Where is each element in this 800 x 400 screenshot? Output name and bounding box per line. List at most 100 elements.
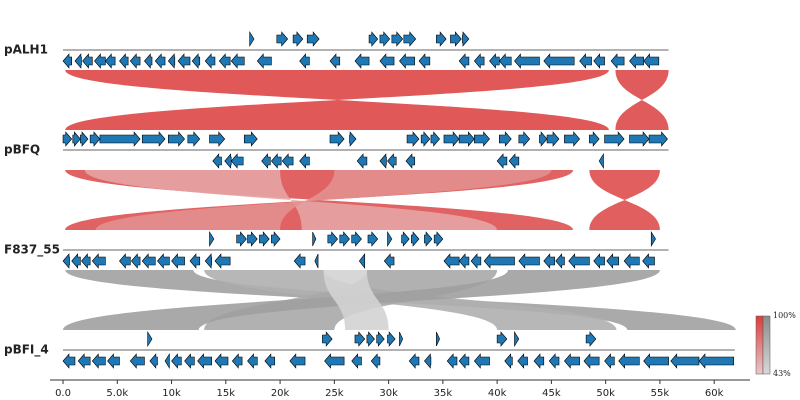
x-tick-label: 50k [596, 388, 615, 399]
gene [157, 253, 170, 269]
gene [177, 53, 191, 69]
gene [458, 353, 470, 369]
gene [433, 231, 444, 247]
gene [436, 31, 447, 47]
gene [401, 231, 410, 247]
gene [243, 131, 258, 147]
x-tick-label: 25k [325, 388, 344, 399]
gene [209, 230, 215, 248]
gene [292, 31, 304, 47]
gene [77, 353, 91, 369]
gene [446, 353, 458, 369]
gene [204, 53, 216, 69]
gene [204, 253, 213, 269]
gene [518, 131, 531, 147]
gene [473, 353, 490, 369]
gene [418, 53, 431, 69]
gene [504, 353, 513, 369]
gene [129, 53, 141, 69]
gene [405, 153, 415, 169]
gene [543, 53, 575, 69]
link [615, 70, 669, 130]
gene [585, 331, 597, 347]
gene [514, 53, 540, 69]
gene [249, 30, 255, 48]
gene [508, 153, 520, 169]
gene [130, 253, 141, 269]
gene [261, 153, 271, 169]
gene [71, 253, 81, 269]
gene [62, 131, 73, 147]
gene [80, 131, 89, 147]
gene [424, 231, 433, 247]
gene [643, 53, 660, 69]
gene [224, 153, 232, 169]
x-tick-label: 5.0k [106, 388, 128, 399]
gene [247, 231, 258, 247]
gene [236, 231, 247, 247]
gene [327, 231, 338, 247]
gene [496, 331, 508, 347]
gene [314, 253, 319, 269]
x-tick-label: 10k [162, 388, 181, 399]
colorbar-min-label: 43% [773, 369, 791, 378]
gene [230, 53, 245, 69]
gene [212, 153, 222, 169]
gene [436, 331, 440, 347]
gene [370, 353, 381, 369]
gene [62, 353, 76, 369]
gene [99, 131, 141, 147]
gene [496, 153, 508, 169]
gene [214, 253, 231, 269]
colorbar [762, 315, 771, 375]
gene [72, 131, 81, 147]
gene [474, 131, 490, 147]
track-label: pBFI_4 [4, 343, 49, 358]
gene [383, 253, 395, 269]
gene [593, 253, 605, 269]
gene [403, 31, 417, 47]
x-tick-label: 35k [434, 388, 453, 399]
gene [358, 253, 366, 269]
gene [91, 353, 106, 369]
link [323, 270, 389, 330]
gene [141, 131, 166, 147]
gene [293, 253, 306, 269]
gene [191, 53, 201, 69]
colorbar-max-label: 100% [773, 311, 796, 320]
gene [610, 53, 625, 69]
gene [259, 231, 270, 247]
gene [119, 53, 129, 69]
gene [209, 131, 226, 147]
gene [555, 253, 565, 269]
link [65, 70, 609, 130]
colorbar [755, 315, 764, 375]
gene [270, 153, 282, 169]
gene [256, 53, 272, 69]
gene [443, 253, 460, 269]
gene [89, 131, 101, 147]
gene [189, 253, 201, 269]
gene [376, 331, 385, 347]
gene [533, 353, 545, 369]
gene [489, 53, 500, 69]
gene [366, 331, 375, 347]
gene [470, 253, 482, 269]
gene [62, 53, 73, 69]
gene [329, 131, 345, 147]
gene [171, 353, 182, 369]
gene [473, 53, 485, 69]
gene [379, 31, 391, 47]
gene [187, 131, 201, 147]
gene [387, 153, 397, 169]
gene [214, 353, 229, 369]
gene [276, 31, 289, 47]
gene [299, 53, 310, 69]
gene [498, 53, 512, 69]
gene [367, 231, 379, 247]
gene [349, 131, 357, 147]
gene [82, 53, 93, 69]
gene [230, 153, 244, 169]
gene [379, 53, 395, 69]
